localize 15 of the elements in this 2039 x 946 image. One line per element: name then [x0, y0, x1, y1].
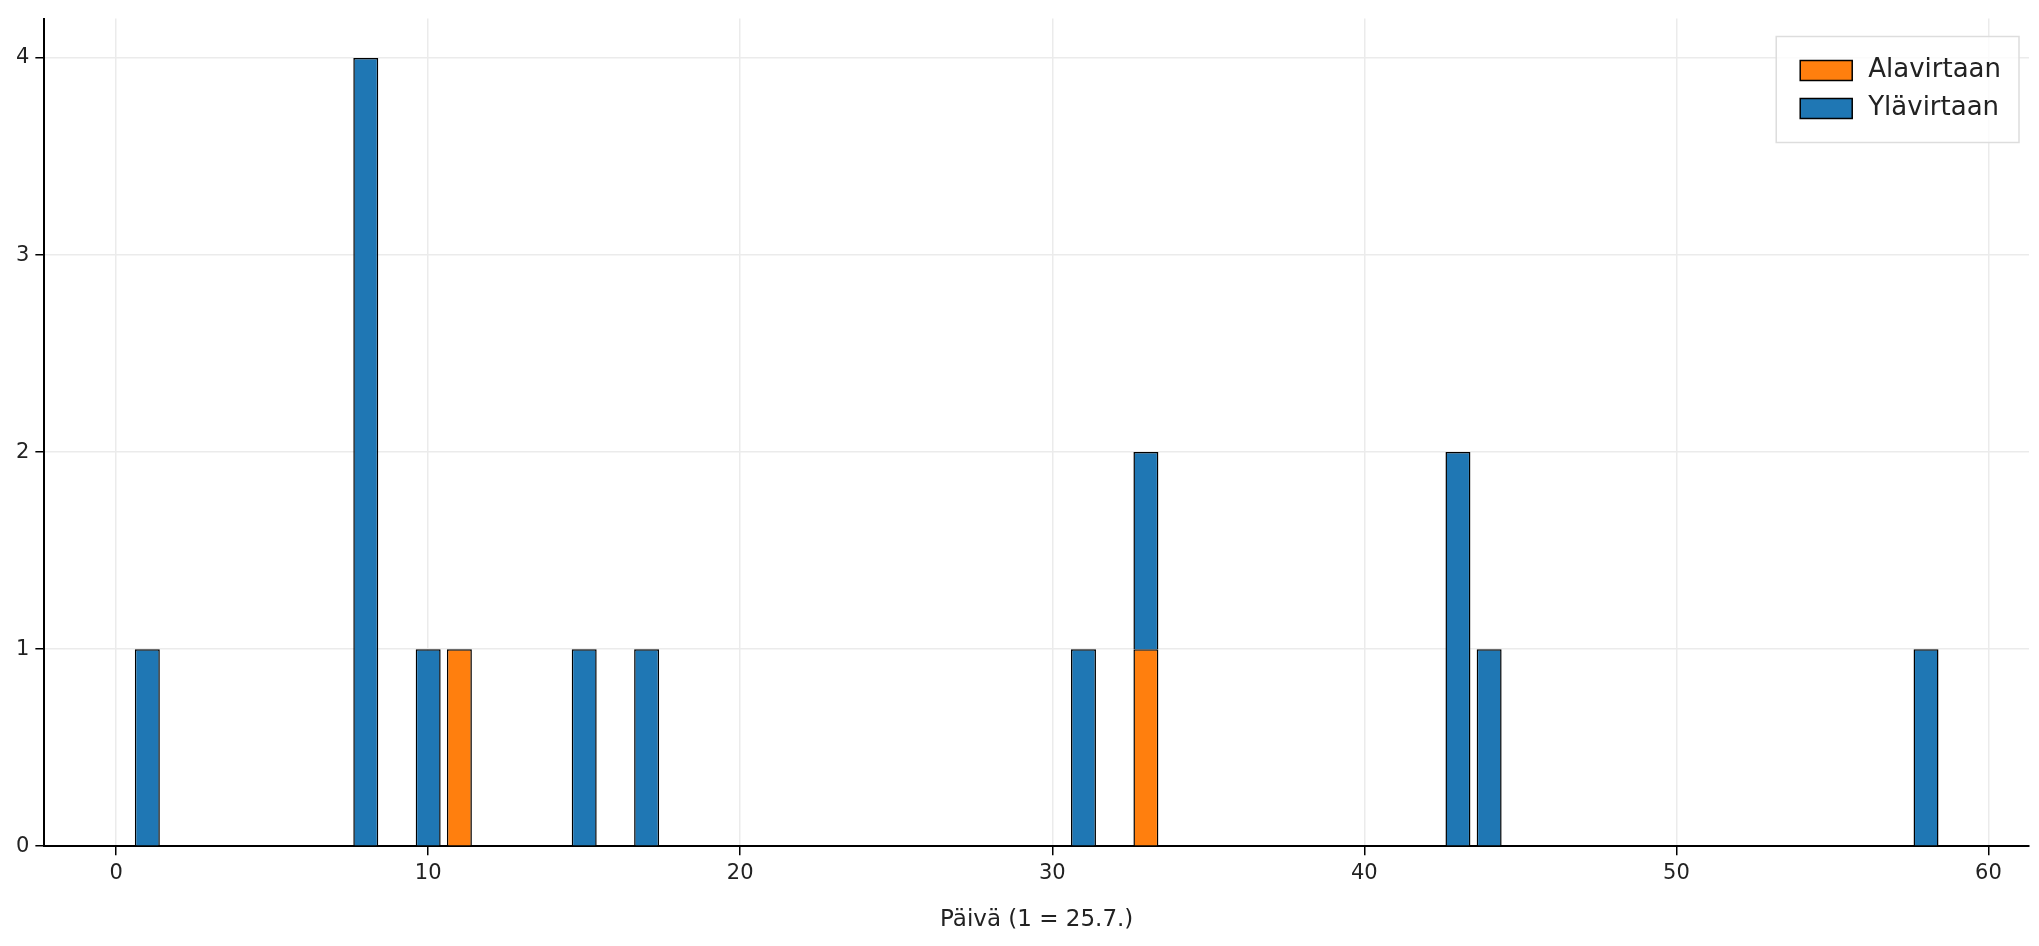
x-tick-label: 20	[726, 860, 754, 885]
x-tick-label: 0	[109, 860, 123, 885]
x-tick-label: 10	[414, 860, 442, 885]
x-tick-label: 50	[1663, 860, 1690, 885]
y-tick-label: 1	[15, 635, 30, 660]
y-tick-label: 4	[15, 44, 30, 69]
x-tick-label: 30	[1038, 860, 1066, 885]
y-tick-label: 3	[15, 241, 30, 266]
x-tick-label: 40	[1350, 860, 1378, 885]
legend-label: Alavirtaan	[1868, 53, 2001, 84]
y-tick-label: 2	[15, 438, 30, 463]
y-tick-label: 0	[15, 832, 30, 857]
x-axis-title: Päivä (1 = 25.7.)	[940, 905, 1134, 932]
legend-label: Ylävirtaan	[1867, 91, 2000, 122]
x-tick-label: 60	[1975, 860, 2002, 885]
